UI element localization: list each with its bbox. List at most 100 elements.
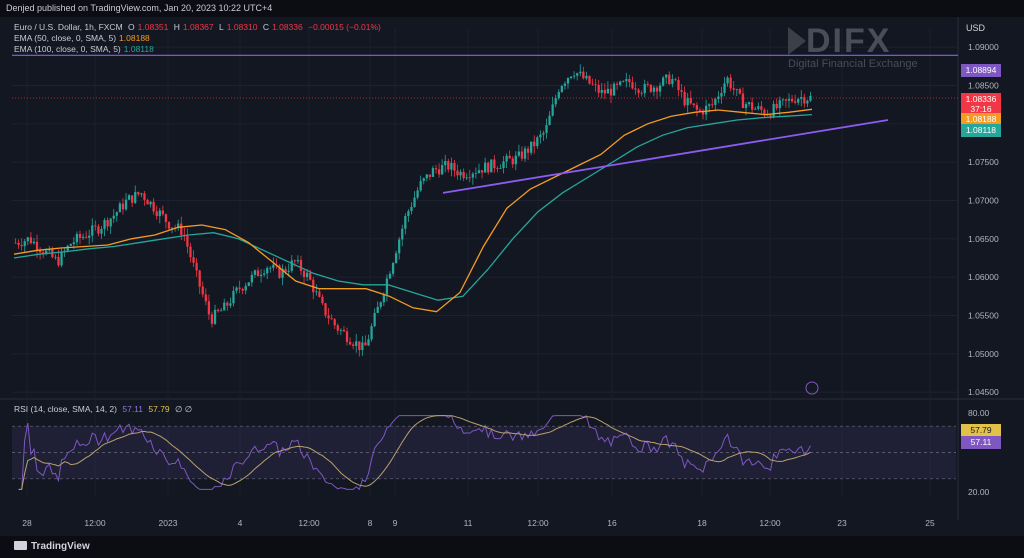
candle-body <box>483 162 487 173</box>
candle-body <box>496 168 499 169</box>
candle-body <box>597 84 600 93</box>
price-tick-label: 1.04500 <box>968 387 999 397</box>
candle-body <box>720 93 723 97</box>
candle-body <box>131 195 134 203</box>
candle-body <box>348 341 352 345</box>
rsi-tick-label: 80.00 <box>968 408 990 418</box>
candle-body <box>78 234 82 238</box>
candle-body <box>72 242 75 245</box>
candle-body <box>548 115 551 126</box>
candle-body <box>272 264 275 268</box>
candle-body <box>658 85 662 92</box>
rsi-value: 57.11 <box>122 404 143 414</box>
candle-body <box>32 241 36 244</box>
candle-body <box>517 151 521 156</box>
candle-body <box>490 159 493 173</box>
alert-icon <box>805 381 819 395</box>
candle-body <box>763 109 766 115</box>
time-tick-label: 23 <box>837 518 847 528</box>
close-value: 1.08336 <box>272 22 303 32</box>
candle-body <box>315 291 318 293</box>
candle-body <box>441 165 444 175</box>
tradingview-logo[interactable]: TradingView <box>14 541 90 552</box>
candle-body <box>278 265 281 278</box>
candle-body <box>14 242 17 244</box>
price-tick-label: 1.05000 <box>968 349 999 359</box>
candle-body <box>425 174 428 179</box>
candle-body <box>54 256 57 258</box>
tradingview-text: TradingView <box>31 541 90 552</box>
change-value: −0.00015 (−0.01%) <box>308 22 381 32</box>
candle-body <box>775 103 778 109</box>
ema100-price-tag: 1.08118 <box>961 124 1001 137</box>
candle-body <box>444 161 447 166</box>
candle-body <box>683 92 686 106</box>
candle-body <box>757 106 760 109</box>
ema50-legend[interactable]: EMA (50, close, 0, SMA, 5) 1.08188 <box>14 33 153 43</box>
candle-body <box>299 259 303 272</box>
rsi-tick-label: 20.00 <box>968 487 990 497</box>
candle-body <box>514 155 517 165</box>
candle-body <box>192 257 195 263</box>
candle-body <box>20 244 23 247</box>
candle-body <box>238 287 241 289</box>
open-value: 1.08351 <box>137 22 169 32</box>
candle-body <box>232 290 235 304</box>
candle-body <box>588 75 591 84</box>
candle-body <box>662 77 665 86</box>
tradingview-icon <box>14 541 27 550</box>
candle-body <box>803 97 806 104</box>
candle-body <box>63 250 66 252</box>
candle-body <box>437 169 441 175</box>
candle-body <box>404 216 407 229</box>
candle-body <box>60 251 63 266</box>
candle-body <box>106 220 109 227</box>
candle-body <box>413 197 416 207</box>
candle-body <box>738 89 742 94</box>
candle-body <box>545 125 548 133</box>
resistance-price-tag: 1.08894 <box>961 64 1001 77</box>
candle-body <box>643 83 646 94</box>
candle-body <box>450 162 453 170</box>
time-tick-label: 11 <box>464 518 473 528</box>
candle-body <box>640 92 643 94</box>
candle-body <box>646 83 649 85</box>
time-tick-label: 12:00 <box>84 518 106 528</box>
candle-body <box>385 278 389 295</box>
ema100-legend[interactable]: EMA (100, close, 0, SMA, 5) 1.08118 <box>14 44 157 54</box>
candle-body <box>256 270 260 277</box>
candle-body <box>576 73 579 76</box>
price-tick-label: 1.08500 <box>968 81 999 91</box>
candle-body <box>655 87 659 92</box>
candle-body <box>220 310 223 312</box>
rsi-legend[interactable]: RSI (14, close, SMA, 14, 2) 57.11 57.79 … <box>14 404 195 415</box>
difx-logo-icon <box>788 27 806 55</box>
candle-body <box>327 315 330 319</box>
candle-body <box>591 83 594 85</box>
candle-body <box>170 227 174 229</box>
candle-body <box>137 191 140 195</box>
candle-body <box>744 104 748 108</box>
candle-body <box>511 158 514 165</box>
rsi-label: RSI (14, close, SMA, 14, 2) <box>14 404 117 414</box>
ema50-value: 1.08188 <box>119 33 150 43</box>
candle-body <box>94 225 97 227</box>
candle-body <box>244 285 247 291</box>
ema50-price-tag: 1.08188 <box>961 113 1001 126</box>
candle-body <box>201 286 204 295</box>
candle-body <box>250 274 253 283</box>
candle-body <box>355 341 358 346</box>
time-tick-label: 4 <box>238 518 243 528</box>
symbol-label[interactable]: Euro / U.S. Dollar, 1h, FXCM <box>14 22 123 32</box>
candle-body <box>692 103 695 106</box>
candle-body <box>373 312 376 327</box>
candle-body <box>797 98 800 103</box>
candle-body <box>210 314 214 324</box>
time-tick-label: 9 <box>393 518 398 528</box>
candle-body <box>164 214 168 222</box>
candle-body <box>686 97 689 106</box>
high-value: 1.08367 <box>182 22 214 32</box>
candle-body <box>189 246 192 258</box>
